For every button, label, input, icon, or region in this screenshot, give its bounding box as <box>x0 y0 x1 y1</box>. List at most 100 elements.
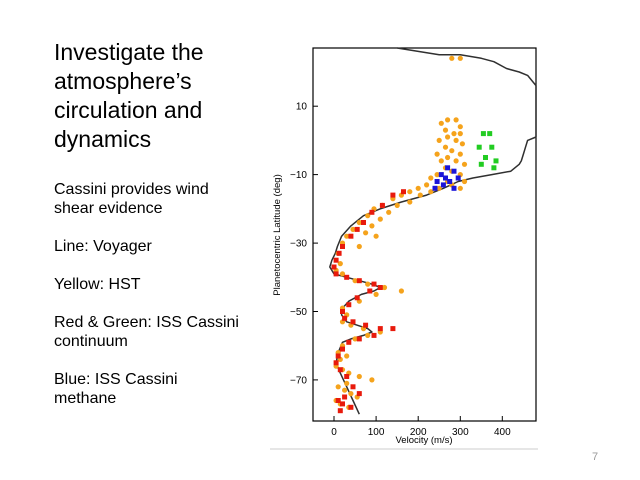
continuum-point <box>346 339 352 345</box>
continuum-point <box>348 233 354 239</box>
hst-point <box>453 137 459 143</box>
data-points-layer <box>331 55 499 414</box>
continuum-point <box>371 332 377 338</box>
methane-point <box>434 179 440 184</box>
continuum-point <box>350 384 356 390</box>
continuum-point <box>377 285 383 290</box>
continuum-point <box>354 295 360 301</box>
y-tick-label: −50 <box>290 307 307 318</box>
x-tick-label: 300 <box>452 427 469 438</box>
methane-point <box>451 185 457 191</box>
chart-background <box>268 40 548 452</box>
continuum-point <box>344 374 350 379</box>
methane-point <box>440 182 446 188</box>
hst-point <box>442 127 449 133</box>
hst-point <box>398 288 404 294</box>
x-tick-label: 200 <box>410 427 427 438</box>
continuum-point <box>331 264 337 270</box>
hst-point <box>436 185 442 191</box>
latitude-velocity-chart: 0 100 200 300 400 10 −10 −30 −50 −70 Velocity (m/… <box>268 40 548 452</box>
hst-point <box>449 148 455 154</box>
hst-point <box>386 209 392 215</box>
continuum-point <box>350 319 356 325</box>
x-axis-title: Velocity (m/s) <box>395 435 452 446</box>
continuum-point <box>478 161 484 167</box>
continuum-point <box>476 144 482 150</box>
continuum-point <box>337 367 343 373</box>
slide-title: Investigate the atmosphere’s circulation… <box>54 39 204 152</box>
continuum-point <box>344 274 350 280</box>
hst-point <box>453 117 459 123</box>
methane-point <box>455 175 461 181</box>
hst-point <box>335 384 341 390</box>
note-hst-yellow: Yellow: HST <box>54 276 141 293</box>
continuum-point <box>346 302 352 308</box>
continuum-point <box>489 144 495 150</box>
continuum-point <box>390 192 396 198</box>
slide-notes: Cassini provides wind shear evidence Lin… <box>54 180 244 408</box>
continuum-point <box>487 131 493 137</box>
continuum-point <box>342 315 348 321</box>
hst-point <box>417 192 423 198</box>
hst-point <box>344 353 350 359</box>
plot-frame <box>312 47 537 422</box>
x-tick-label: 100 <box>368 427 385 438</box>
hst-point <box>381 284 388 291</box>
x-tick-label: 400 <box>494 427 511 438</box>
hst-point <box>457 55 463 61</box>
hst-point <box>453 158 459 164</box>
hst-point <box>438 158 444 164</box>
hst-point <box>369 223 375 229</box>
hst-point <box>352 278 358 284</box>
hst-point <box>373 233 379 239</box>
continuum-point <box>333 271 339 277</box>
hst-point <box>451 131 457 137</box>
hst-point <box>436 137 442 143</box>
continuum-point <box>371 281 377 287</box>
continuum-point <box>356 391 362 397</box>
hst-point <box>461 178 468 185</box>
continuum-point <box>348 404 354 410</box>
continuum-point <box>356 336 362 342</box>
hst-point <box>337 261 343 267</box>
voyager-line-layer <box>329 47 537 415</box>
hst-point <box>356 373 362 380</box>
hst-point <box>445 117 451 123</box>
methane-point <box>447 179 453 184</box>
continuum-point <box>340 244 345 249</box>
continuum-point <box>337 408 343 414</box>
continuum-point <box>377 326 383 332</box>
voyager-profile-line <box>329 47 537 415</box>
methane-point <box>438 172 444 178</box>
hst-point <box>461 161 468 167</box>
continuum-point <box>342 394 348 400</box>
y-tick-label: −10 <box>290 170 307 181</box>
continuum-point <box>354 226 360 232</box>
continuum-point <box>333 360 339 366</box>
hst-point <box>424 182 430 188</box>
hst-point <box>415 185 421 191</box>
continuum-point <box>493 158 499 164</box>
hst-point <box>457 151 463 157</box>
continuum-point <box>379 202 385 208</box>
hst-point <box>377 216 383 222</box>
x-tick-label: 0 <box>331 427 337 438</box>
continuum-point <box>367 288 373 294</box>
y-tick-label: 10 <box>296 102 308 113</box>
hst-point <box>356 243 362 250</box>
hst-point <box>394 202 400 208</box>
methane-point <box>451 168 457 174</box>
hst-point <box>434 151 440 157</box>
note-voyager-line: Line: Voyager <box>54 238 152 255</box>
continuum-point <box>333 257 339 263</box>
hst-point <box>342 387 348 393</box>
hst-point <box>449 55 455 61</box>
hst-point <box>373 291 379 297</box>
hst-point <box>344 380 350 386</box>
y-tick-label: −30 <box>290 239 307 250</box>
continuum-point <box>361 220 366 225</box>
hst-point <box>365 281 371 287</box>
hst-point <box>356 219 362 226</box>
slide-number: 7 <box>592 451 599 463</box>
hst-point <box>407 199 413 205</box>
